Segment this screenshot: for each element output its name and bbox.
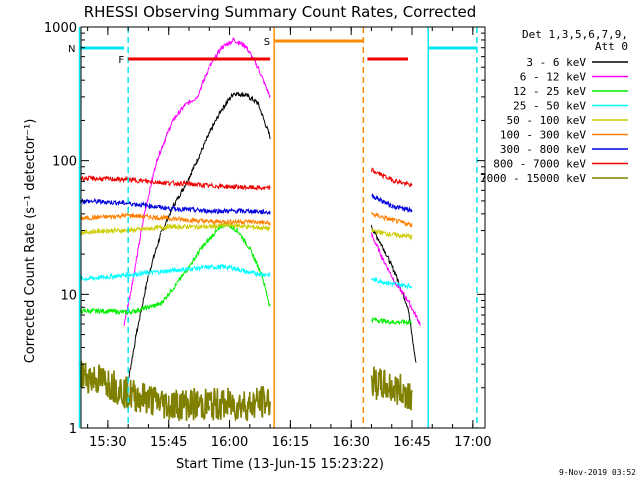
series-line: [79, 193, 413, 216]
chart-title: RHESSI Observing Summary Count Rates, Co…: [84, 3, 477, 21]
x-axis-label: Start Time (13-Jun-15 15:23:22): [176, 457, 384, 472]
y-tick-label: 1000: [44, 21, 77, 36]
legend-label: 25 - 50 keV: [513, 100, 586, 113]
y-tick-label: 10: [60, 288, 77, 303]
x-tick-label: 17:00: [454, 435, 491, 450]
x-tick-label: 16:00: [211, 435, 248, 450]
series-line: [79, 211, 413, 229]
legend-header: Det 1,3,5,6,7,9,: [522, 28, 628, 41]
legend-label: 7000 - 15000 keV: [480, 172, 586, 185]
x-tick-label: 16:45: [393, 435, 430, 450]
legend-label: 6 - 12 keV: [520, 71, 587, 84]
legend-label: 12 - 25 keV: [513, 85, 586, 98]
legend-label: 50 - 100 keV: [507, 114, 587, 127]
series-line: [78, 361, 413, 422]
axes: 1 10 100 1000 15:30 15:45 16:00 16:15 16:30 16:45…: [44, 21, 492, 450]
y-tick-label: 1: [69, 422, 77, 437]
legend-label: 300 - 800 keV: [500, 143, 586, 156]
legend-label: 3 - 6 keV: [526, 56, 586, 69]
series-line: [79, 167, 413, 191]
x-tick-label: 16:15: [272, 435, 309, 450]
x-tick-label: 15:45: [150, 435, 187, 450]
flag-label: N: [68, 44, 75, 55]
legend: Det 1,3,5,6,7,9,Att 0 3 - 6 keV 6 - 12 keV…: [480, 28, 628, 185]
series-line: [79, 263, 413, 290]
y-tick-label: 100: [52, 155, 77, 170]
x-tick-label: 15:30: [89, 435, 126, 450]
legend-label: 100 - 300 keV: [500, 129, 586, 142]
series-line: [79, 221, 413, 241]
series-line: [79, 220, 413, 326]
plot-area: N F S: [68, 27, 478, 428]
flag-label: F: [118, 55, 124, 66]
flag-label: S: [264, 37, 270, 48]
y-axis-label: Corrected Count Rate (s⁻¹ detector⁻¹): [23, 119, 38, 364]
plot-frame: [80, 26, 486, 429]
legend-label: 800 - 7000 keV: [493, 158, 586, 171]
legend-header: Att 0: [595, 40, 628, 53]
series-line: [123, 91, 417, 405]
x-tick-label: 16:30: [332, 435, 369, 450]
footer-date: 9-Nov-2019 03:52: [559, 468, 636, 477]
